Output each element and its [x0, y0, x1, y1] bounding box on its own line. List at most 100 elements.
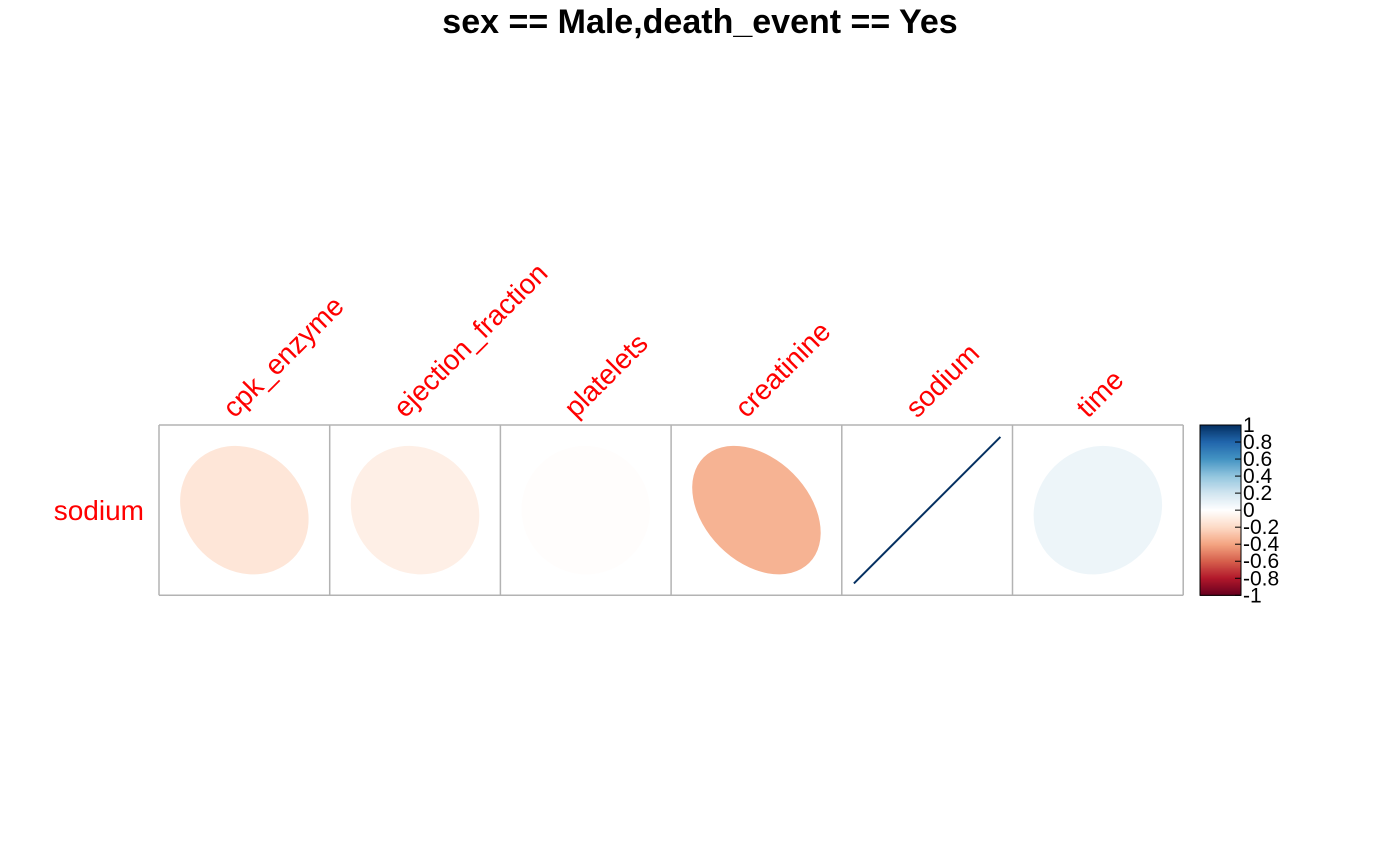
colorbar-segment	[1200, 565, 1241, 567]
colorbar-segment	[1200, 465, 1241, 468]
colorbar-segment	[1200, 506, 1241, 509]
colorbar-segment	[1200, 580, 1241, 583]
colorbar-segment	[1200, 572, 1241, 574]
colorbar-segment	[1200, 440, 1241, 442]
colorbar-segment	[1200, 518, 1241, 521]
colorbar-segment	[1200, 583, 1241, 585]
colorbar-segment	[1200, 436, 1241, 439]
colorbar-segment	[1200, 433, 1241, 435]
colorbar-segment	[1200, 438, 1241, 441]
correlation-cells	[180, 436, 1163, 585]
colorbar-segment	[1200, 501, 1241, 504]
colorbar-segment	[1200, 592, 1241, 595]
colorbar-segment	[1200, 446, 1241, 448]
colorbar-segment	[1200, 499, 1241, 501]
row-labels: sodium	[54, 495, 144, 526]
colorbar-segment	[1200, 538, 1241, 540]
colorbar-segment	[1200, 453, 1241, 455]
colorbar-segment	[1200, 495, 1241, 498]
colorbar-segment	[1200, 490, 1241, 493]
colorbar-segment	[1200, 444, 1241, 447]
colorbar-segment	[1200, 555, 1241, 557]
colorbar-segment	[1200, 500, 1241, 503]
colorbar-tick-label: -1	[1243, 584, 1262, 607]
grid-lines	[158, 424, 1184, 597]
colorbar-segment	[1200, 476, 1241, 478]
colorbar-segment	[1200, 564, 1241, 567]
colorbar-segment	[1200, 512, 1241, 515]
colorbar-segment	[1200, 428, 1241, 430]
colorbar-segment	[1200, 425, 1241, 428]
colorbar-segment	[1200, 513, 1241, 516]
colorbar-segment	[1200, 533, 1241, 535]
colorbar-segment	[1200, 514, 1241, 516]
colorbar-segment	[1200, 436, 1241, 438]
colorbar-segment	[1200, 516, 1241, 519]
colorbar-segment	[1200, 528, 1241, 530]
colorbar-segment	[1200, 458, 1241, 460]
colorbar-segment	[1200, 477, 1241, 480]
row-label-sodium: sodium	[54, 495, 144, 526]
colorbar-segment	[1200, 450, 1241, 452]
colorbar-segment	[1200, 551, 1241, 553]
colorbar-segment	[1200, 476, 1241, 479]
colorbar-segment	[1200, 560, 1241, 562]
colorbar-segment	[1200, 533, 1241, 536]
colorbar-segment	[1200, 563, 1241, 566]
correlation-ellipse-sodium-platelets	[521, 445, 650, 575]
colorbar-segment	[1200, 557, 1241, 560]
colorbar-segment	[1200, 434, 1241, 436]
colorbar-segment	[1200, 435, 1241, 437]
colorbar-segment	[1200, 562, 1241, 565]
colorbar-segment	[1200, 529, 1241, 532]
colorbar-segment	[1200, 584, 1241, 586]
colorbar-segment	[1200, 539, 1241, 541]
colorbar-segment	[1200, 551, 1241, 554]
colorbar-segment	[1200, 586, 1241, 589]
colorbar-segment	[1200, 451, 1241, 453]
colorbar-segment	[1200, 494, 1241, 497]
colorbar-segment	[1200, 481, 1241, 483]
column-label-platelets: platelets	[558, 328, 654, 424]
colorbar-segment	[1200, 562, 1241, 564]
colorbar-segment	[1200, 545, 1241, 547]
colorbar-segment	[1200, 544, 1241, 546]
column-label-cpk_enzyme: cpk_enzyme	[217, 290, 350, 423]
colorbar-segment	[1200, 523, 1241, 526]
colorbar-segment	[1200, 568, 1241, 570]
colorbar-segment	[1200, 488, 1241, 490]
colorbar-segment	[1200, 540, 1241, 543]
colorbar-segment	[1200, 467, 1241, 470]
colorbar-segment	[1200, 425, 1241, 427]
colorbar-segment	[1200, 454, 1241, 457]
colorbar-segment	[1200, 508, 1241, 510]
colorbar-tick-label: 1	[1243, 414, 1255, 437]
colorbar-segment	[1200, 542, 1241, 544]
colorbar-segment	[1200, 575, 1241, 578]
colorbar-segment	[1200, 520, 1241, 522]
colorbar-segment	[1200, 439, 1241, 441]
colorbar-segment	[1200, 590, 1241, 592]
colorbar-segment	[1200, 574, 1241, 577]
colorbar-segment	[1200, 558, 1241, 561]
colorbar-segment	[1200, 462, 1241, 464]
colorbar-segment	[1200, 442, 1241, 445]
colorbar-segment	[1200, 449, 1241, 452]
colorbar-segment	[1200, 483, 1241, 486]
colorbar-segment	[1200, 475, 1241, 477]
colorbar-segment	[1200, 471, 1241, 474]
colorbar-segment	[1200, 470, 1241, 473]
colorbar-segment	[1200, 591, 1241, 593]
colorbar-segment	[1200, 573, 1241, 575]
colorbar-segment	[1200, 548, 1241, 550]
colorbar-segment	[1200, 539, 1241, 542]
colorbar-segment	[1200, 429, 1241, 431]
colorbar-segment	[1200, 536, 1241, 538]
colorbar-segment	[1200, 585, 1241, 588]
colorbar-tick-label: 0	[1243, 499, 1255, 522]
colorbar-segment	[1200, 531, 1241, 533]
colorbar-segment	[1200, 543, 1241, 545]
correlation-line-sodium-sodium	[853, 436, 1002, 585]
colorbar-segment	[1200, 511, 1241, 514]
colorbar-segment	[1200, 579, 1241, 582]
